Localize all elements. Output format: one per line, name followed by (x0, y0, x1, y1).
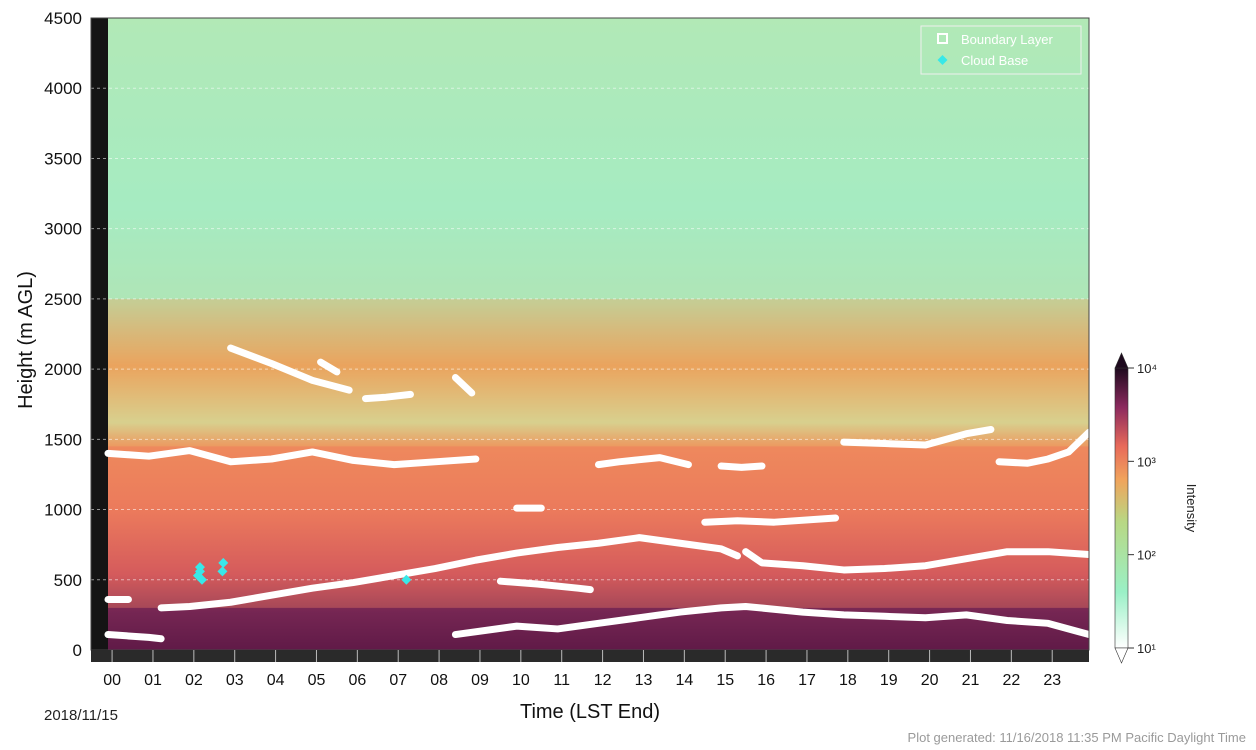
cloud-base-point-6 (401, 574, 412, 585)
boundary-layer-trace-12 (227, 344, 353, 394)
boundary-layer-trace-15 (317, 358, 341, 376)
intensity-band-1 (108, 446, 1089, 608)
cloud-base-series (192, 557, 412, 585)
x-tick-label-13: 13 (635, 672, 653, 689)
legend-boundary-layer-label: Boundary Layer (961, 32, 1053, 47)
boundary-layer-trace-0 (104, 447, 480, 469)
boundary-layer-trace-8 (157, 534, 741, 612)
missing-data-strip (91, 18, 108, 650)
x-ticks: 00 01 02 03 04 05 06 07 08 09 10 11 12 13 14 15 16 17 18 19… (103, 650, 1061, 689)
y-tick-label-1500: 1500 (44, 430, 82, 449)
y-tick-label-0: 0 (73, 641, 82, 660)
legend-box (920, 25, 1082, 75)
y-tick-label-500: 500 (54, 571, 82, 590)
x-axis-label: Time (LST End) (520, 701, 660, 723)
boundary-layer-trace-11 (451, 602, 1089, 639)
x-tick-label-23: 23 (1043, 672, 1061, 689)
plot-generated-footer: Plot generated: 11/16/2018 11:35 PM Paci… (907, 730, 1246, 745)
boundary-layer-trace-3 (717, 462, 766, 471)
colorbar-tick-label-3: 10⁴ (1137, 361, 1157, 376)
y-tick-label-3500: 3500 (44, 149, 82, 168)
colorbar-tick-label-1: 10² (1137, 548, 1156, 563)
boundary-layer-trace-16 (701, 514, 840, 526)
boundary-layer-trace-4 (840, 426, 995, 449)
colorbar-gradient (1114, 367, 1129, 649)
intensity-band-2 (108, 298, 1089, 447)
colorbar-tick-label-0: 10¹ (1137, 641, 1156, 656)
x-tick-label-04: 04 (267, 672, 285, 689)
y-tick-label-1000: 1000 (44, 501, 82, 520)
cloud-base-point-4 (217, 566, 228, 577)
legend-boundary-layer-marker (937, 33, 948, 44)
x-tick-label-02: 02 (185, 672, 203, 689)
x-tick-label-07: 07 (389, 672, 407, 689)
x-tick-label-11: 11 (553, 672, 570, 689)
legend-cloud-base-label: Cloud Base (961, 53, 1028, 68)
colorbar: 10¹ 10² 10³ 10⁴ Intensity (1114, 352, 1199, 664)
x-tick-label-21: 21 (962, 672, 980, 689)
x-tick-label-20: 20 (921, 672, 939, 689)
colorbar-bottom-cap (1114, 647, 1129, 664)
y-ticks: 0 500 1000 1500 2000 2500 3000 3500 4000 4500 (44, 9, 82, 660)
cloud-base-point-3 (194, 562, 205, 573)
x-tick-label-06: 06 (348, 672, 366, 689)
y-tick-label-4500: 4500 (44, 9, 82, 28)
y-axis-label: Height (m AGL) (15, 271, 37, 409)
colorbar-ticks: 10¹ 10² 10³ 10⁴ (1128, 361, 1157, 656)
y-tick-label-3000: 3000 (44, 220, 82, 239)
y-tick-label-4000: 4000 (44, 79, 82, 98)
boundary-layer-trace-14 (451, 374, 476, 397)
boundary-layer-trace-9 (742, 548, 1089, 574)
x-tick-label-00: 00 (103, 672, 121, 689)
x-tick-label-18: 18 (839, 672, 857, 689)
x-tick-label-08: 08 (430, 672, 448, 689)
x-tick-label-03: 03 (226, 672, 244, 689)
plot-area (91, 18, 1089, 650)
date-label: 2018/11/15 (44, 707, 118, 724)
boundary-layer-trace-13 (362, 390, 414, 403)
x-tick-label-10: 10 (512, 672, 530, 689)
legend: Boundary Layer Cloud Base (920, 25, 1082, 75)
x-tick-label-19: 19 (880, 672, 898, 689)
cloud-base-point-2 (197, 574, 208, 585)
x-tick-label-22: 22 (1002, 672, 1020, 689)
x-tick-label-15: 15 (716, 672, 734, 689)
boundary-layer-trace-7 (104, 631, 165, 643)
x-tick-label-14: 14 (675, 672, 693, 689)
y-tick-label-2000: 2000 (44, 360, 82, 379)
boundary-layer-trace-5 (995, 428, 1089, 467)
x-tick-label-05: 05 (308, 672, 326, 689)
x-tick-label-12: 12 (594, 672, 612, 689)
cloud-base-point-5 (218, 557, 229, 568)
y-tick-label-2500: 2500 (44, 290, 82, 309)
boundary-layer-series (104, 344, 1089, 643)
x-tick-label-01: 01 (144, 672, 162, 689)
boundary-layer-trace-10 (496, 577, 594, 594)
colorbar-label: Intensity (1184, 484, 1199, 533)
legend-cloud-base-marker (937, 55, 948, 65)
colorbar-top-cap (1114, 352, 1129, 369)
x-tick-label-16: 16 (757, 672, 775, 689)
x-tick-label-17: 17 (798, 672, 816, 689)
x-tick-label-09: 09 (471, 672, 489, 689)
intensity-bands (108, 18, 1089, 650)
colorbar-tick-label-2: 10³ (1137, 454, 1156, 469)
gridlines (91, 87, 1089, 581)
boundary-layer-trace-2 (595, 454, 692, 469)
x-axis-bar (91, 650, 1089, 662)
